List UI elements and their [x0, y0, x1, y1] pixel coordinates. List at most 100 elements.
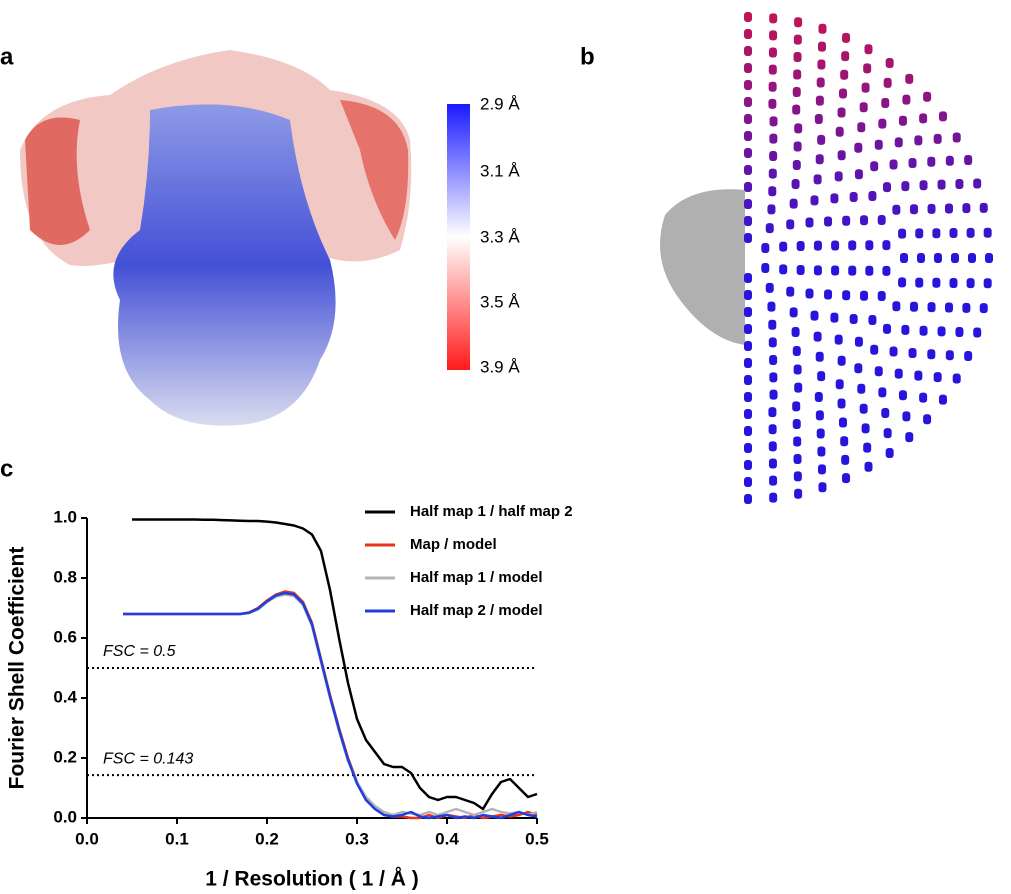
x-tick-label: 0.5	[525, 829, 549, 848]
cylinder	[842, 32, 851, 43]
cylinder	[881, 407, 890, 418]
cylinder	[905, 432, 914, 443]
x-axis-title: 1 / Resolution ( 1 / Å )	[205, 867, 419, 891]
cylinder	[769, 133, 778, 144]
cylinder	[805, 217, 814, 228]
cylinder	[793, 69, 802, 80]
cylinder	[792, 401, 801, 412]
cylinder	[927, 302, 936, 313]
x-tick-label: 0.2	[255, 829, 279, 848]
y-tick-label: 0.2	[53, 747, 77, 766]
cylinder	[768, 441, 777, 452]
cylinder	[744, 199, 752, 209]
cylinder	[761, 263, 770, 273]
cylinder	[882, 182, 891, 193]
cylinder	[817, 134, 826, 145]
cylinder	[882, 323, 891, 334]
panel-label: a	[0, 43, 14, 70]
cylinder	[857, 122, 866, 133]
panel-label: c	[0, 455, 13, 482]
cylinder	[744, 29, 752, 39]
cylinder	[923, 91, 932, 102]
cylinder	[898, 277, 907, 288]
cylinder	[883, 428, 892, 439]
cylinder	[902, 94, 911, 105]
cylinder	[768, 407, 777, 418]
cylinder	[768, 458, 777, 469]
legend-label: Half map 1 / model	[410, 569, 543, 586]
cylinder	[767, 301, 776, 312]
cylinder	[779, 264, 788, 275]
cylinder	[793, 453, 802, 464]
cylinder	[898, 390, 907, 401]
cylinder	[779, 241, 788, 252]
cylinder	[815, 154, 824, 165]
cylinder	[768, 337, 777, 348]
colorbar-label: 3.5 Å	[480, 292, 520, 311]
cylinder	[877, 291, 886, 302]
cylinder	[818, 23, 827, 34]
cylinder	[824, 289, 833, 300]
cylinder	[765, 223, 774, 234]
cylinder	[917, 253, 925, 263]
cylinder	[744, 216, 752, 226]
cylinder	[794, 488, 803, 499]
cylinder	[796, 265, 805, 276]
cylinder	[902, 411, 911, 422]
cylinder	[793, 364, 802, 375]
cylinder	[892, 301, 901, 312]
cylinder	[834, 334, 843, 345]
cylinder	[792, 104, 801, 115]
cylinder	[817, 59, 826, 70]
cylinder	[919, 113, 928, 124]
cylinder	[830, 193, 839, 204]
panel-label: b	[580, 43, 595, 70]
cylinder	[792, 87, 801, 98]
legend-label: Half map 2 / model	[410, 602, 543, 619]
cylinder	[962, 203, 971, 214]
cylinder	[744, 148, 752, 158]
cylinder	[908, 158, 917, 168]
x-tick-label: 0.0	[75, 829, 99, 848]
cylinder	[842, 290, 851, 301]
cylinder	[744, 392, 752, 402]
cylinder	[814, 114, 823, 125]
cylinder	[937, 326, 946, 337]
cylinder	[744, 182, 752, 192]
cylinder	[938, 111, 947, 122]
cylinder	[923, 414, 932, 425]
cylinder	[769, 13, 778, 24]
cylinder	[979, 202, 988, 213]
cylinder	[898, 115, 907, 126]
cylinder	[848, 265, 857, 276]
cylinder	[983, 278, 992, 289]
cylinder	[927, 203, 936, 214]
cylinder	[768, 81, 777, 92]
cylinder	[868, 191, 877, 202]
cylinder	[744, 324, 752, 334]
cylinder	[849, 314, 858, 324]
cylinder	[768, 186, 777, 197]
cylinder	[744, 233, 752, 243]
cylinder	[854, 169, 863, 180]
cylinder	[945, 350, 954, 361]
cylinder	[768, 319, 777, 330]
cylinder	[861, 423, 870, 434]
y-tick-label: 0.8	[53, 567, 77, 586]
cylinder	[839, 417, 847, 428]
cylinder	[945, 155, 954, 166]
cylinder	[765, 282, 774, 293]
cylinder	[817, 464, 826, 475]
cylinder	[815, 351, 824, 362]
cylinder	[793, 141, 802, 152]
cylinder	[837, 398, 846, 409]
cylinder	[966, 278, 975, 289]
cylinder	[964, 351, 973, 362]
cylinder	[868, 314, 877, 325]
cylinder	[927, 349, 936, 360]
cylinder	[874, 366, 883, 377]
cylinder	[900, 253, 908, 263]
colorbar-label: 2.9 Å	[480, 94, 520, 113]
cylinder	[944, 302, 953, 313]
cylinder	[817, 446, 826, 457]
